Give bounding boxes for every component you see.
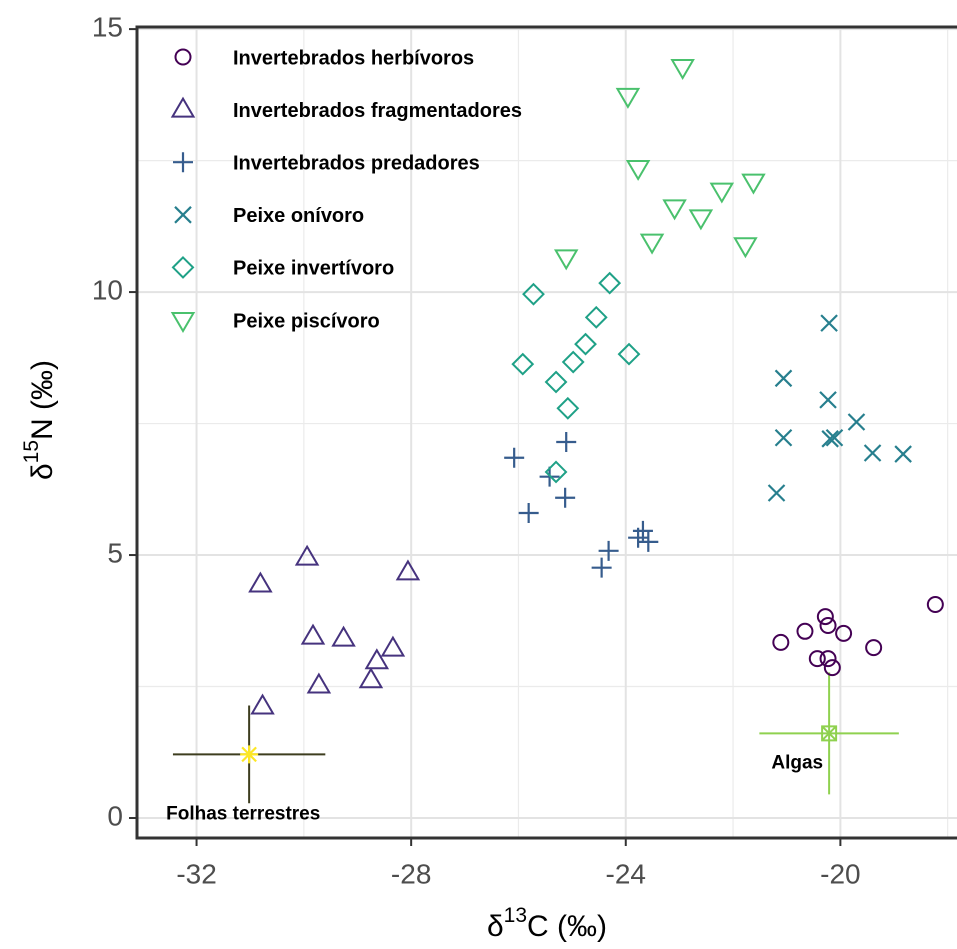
point <box>865 639 883 657</box>
legend-symbol <box>174 206 192 224</box>
legend-symbol <box>170 312 196 333</box>
point <box>556 431 577 452</box>
point <box>926 595 944 613</box>
point <box>816 608 834 626</box>
y-tick-label: 10 <box>92 274 123 305</box>
point <box>364 648 390 670</box>
y-title-sup: 15 <box>20 440 43 463</box>
point <box>863 444 882 462</box>
legend-label: Peixe piscívoro <box>233 310 380 332</box>
x-title-prefix: δ <box>487 910 504 943</box>
y-title-prefix: δ <box>26 463 59 480</box>
legend-label: Peixe onívoro <box>233 205 364 227</box>
x-title-sup: 13 <box>504 904 527 927</box>
x-title-suffix: C (‰) <box>527 910 607 943</box>
y-title-suffix: N (‰) <box>26 360 59 440</box>
point <box>733 237 758 259</box>
point <box>628 527 649 548</box>
x-axis-title: δ13C (‰) <box>487 904 607 943</box>
x-tick-label: -24 <box>606 858 646 889</box>
reference-point <box>821 725 838 742</box>
point <box>796 622 814 640</box>
point <box>688 209 714 231</box>
point <box>774 428 793 447</box>
x-tick-label: -28 <box>391 858 431 889</box>
point <box>248 571 273 593</box>
point <box>847 413 866 431</box>
point <box>598 271 622 295</box>
point <box>820 314 838 332</box>
legend-label: Invertebrados fragmentadores <box>233 100 522 122</box>
point <box>574 332 597 356</box>
point <box>617 342 641 366</box>
point <box>300 623 326 645</box>
reference-label: Algas <box>771 752 823 773</box>
point <box>835 624 853 642</box>
point <box>358 667 384 689</box>
point <box>625 159 651 181</box>
point <box>584 305 608 329</box>
reference-label: Folhas terrestres <box>166 803 320 824</box>
point <box>553 249 579 271</box>
legend-label: Invertebrados herbívoros <box>233 47 474 69</box>
point <box>504 447 525 468</box>
point <box>767 484 786 502</box>
y-axis-title: δ15N (‰) <box>20 360 59 480</box>
point <box>819 391 837 409</box>
point <box>825 428 844 447</box>
y-tick-label: 15 <box>92 11 123 42</box>
point <box>395 559 421 581</box>
point <box>823 659 841 677</box>
legend-label: Invertebrados predadores <box>233 152 480 174</box>
point <box>544 460 568 484</box>
legend-symbol <box>173 152 193 173</box>
point <box>522 282 545 306</box>
legend-symbol <box>174 48 192 66</box>
point <box>638 531 659 552</box>
point <box>331 625 356 647</box>
x-tick-label: -20 <box>820 858 860 889</box>
point <box>774 369 793 388</box>
point <box>741 173 766 195</box>
point <box>561 350 585 374</box>
y-tick-label: 0 <box>107 800 123 831</box>
point <box>598 540 619 561</box>
legend-symbol <box>170 96 196 118</box>
legend-symbol <box>171 255 195 279</box>
point <box>555 487 576 508</box>
point <box>591 557 612 578</box>
point <box>772 633 790 651</box>
point <box>511 352 535 376</box>
point <box>709 182 735 204</box>
point <box>819 617 837 635</box>
x-tick-label: -32 <box>176 858 216 889</box>
y-tick-label: 5 <box>107 537 123 568</box>
point <box>670 58 695 80</box>
point <box>819 650 837 668</box>
point <box>615 87 641 109</box>
point <box>518 502 539 523</box>
point <box>808 650 826 668</box>
point <box>894 445 912 463</box>
point <box>380 635 406 657</box>
legend-label: Peixe invertívoro <box>233 258 394 280</box>
point <box>250 693 275 715</box>
point <box>556 396 580 420</box>
point <box>306 672 332 694</box>
point <box>662 199 687 221</box>
point <box>639 233 665 255</box>
reference-point <box>240 745 259 764</box>
point <box>821 430 839 448</box>
point <box>294 544 320 566</box>
point <box>544 370 568 394</box>
panel-border <box>135 25 957 840</box>
